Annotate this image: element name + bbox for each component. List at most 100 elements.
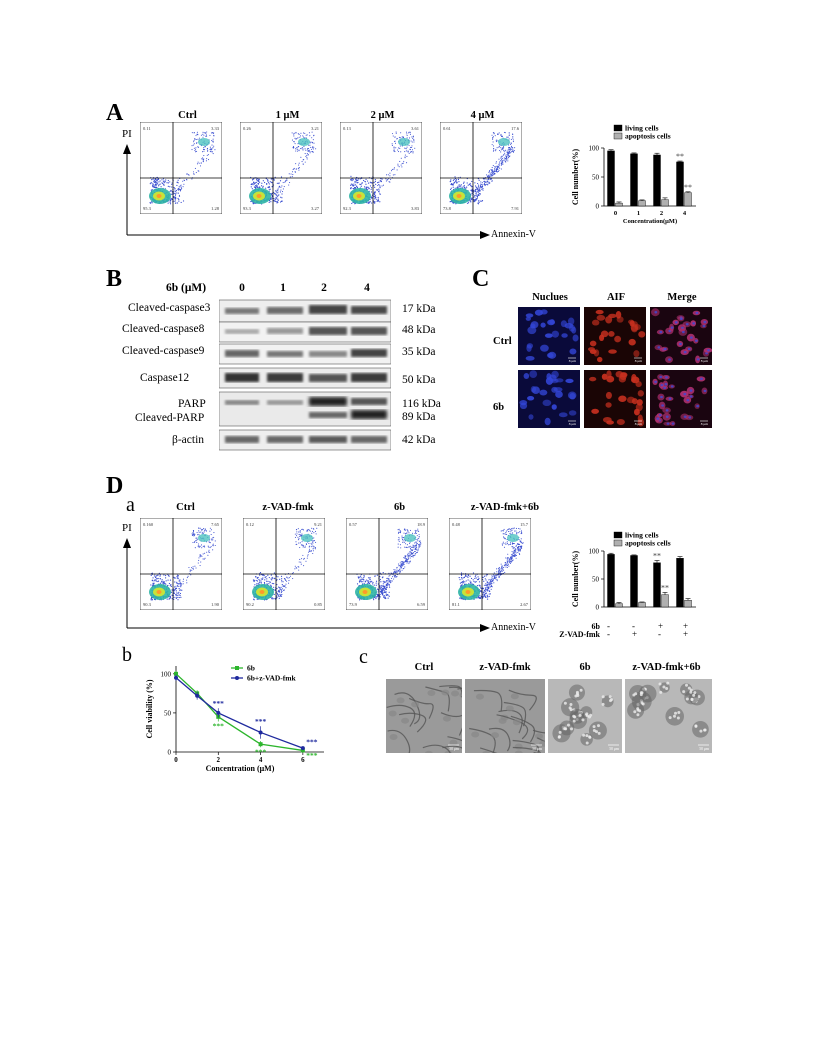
flow-core-peak xyxy=(259,590,265,594)
sub-letter-c: c xyxy=(359,646,368,668)
chart-point xyxy=(195,693,200,698)
wb-weight-35: 35 kDa xyxy=(402,346,436,358)
quadrant-ul: 0.12 xyxy=(246,522,254,527)
sub-letter-b: b xyxy=(122,644,132,666)
if-scale-bar: 8 μm xyxy=(569,359,577,363)
if-scale-bar: 8 μm xyxy=(701,359,709,363)
flow-upper-cluster xyxy=(498,138,510,146)
flow-axes-d xyxy=(123,538,490,632)
if-row-6b: 6b xyxy=(493,402,505,413)
chart-x-tick-label: 2 xyxy=(217,756,221,764)
chart-legend-swatch xyxy=(613,124,623,132)
chart-bar xyxy=(615,202,623,207)
blot-strip-caspase12 xyxy=(219,367,391,389)
chart-y-tick-label: 50 xyxy=(592,576,600,584)
flow-x-axis-label-d: Annexin-V xyxy=(491,622,536,633)
panel-letter-b: B xyxy=(106,266,123,292)
chart-point xyxy=(258,730,263,735)
flow-plot: 0.26 3.21 93.3 3.27 xyxy=(240,122,322,214)
if-cells xyxy=(588,309,646,363)
quadrant-lr: 2.67 xyxy=(520,602,529,607)
chart-point xyxy=(174,675,178,680)
quadrant-ur: 15.7 xyxy=(520,522,529,527)
chart-bar xyxy=(676,161,684,207)
chart-y-tick-label: 100 xyxy=(589,548,600,556)
chart-bar xyxy=(607,554,615,608)
quadrant-ur: 3.21 xyxy=(311,126,319,131)
chart-legend-marker xyxy=(235,676,239,680)
flow-upper-cluster xyxy=(198,534,210,542)
flow-x-axis-label-a: Annexin-V xyxy=(491,229,536,240)
treat-sign: - xyxy=(632,621,635,631)
treat-sign: - xyxy=(607,629,610,639)
flow-core-peak xyxy=(156,194,162,198)
chart-bar xyxy=(684,600,692,608)
if-scale-bar: 8 μm xyxy=(569,422,577,426)
chart-annotation: *** xyxy=(255,747,266,756)
micro-column-1: Ctrl xyxy=(414,662,434,673)
flow-upper-cluster xyxy=(298,138,310,146)
chart-bar xyxy=(630,555,638,608)
chart-bar xyxy=(638,200,646,207)
flow-dots xyxy=(150,527,216,601)
if-scale-bar: 8 μm xyxy=(635,359,643,363)
flow-core-peak xyxy=(362,590,368,594)
quadrant-ll: 93.3 xyxy=(243,206,252,211)
chart-y-label: Cell viability (%) xyxy=(145,679,154,738)
if-image: 8 μm xyxy=(518,370,580,428)
chart-legend-label: living cells xyxy=(625,531,659,540)
wb-protein-cleaved-caspase3: Cleaved-caspase3 xyxy=(128,302,211,314)
chart-annotation: *** xyxy=(255,717,266,726)
quadrant-ul: 0.61 xyxy=(443,126,451,131)
chart-legend-label: apoptosis cells xyxy=(625,132,671,141)
chart-y-tick-label: 50 xyxy=(592,174,600,182)
chart-category-label: 0 xyxy=(614,210,617,217)
chart-legend-label: 6b xyxy=(247,664,255,673)
chart-category-label: 1 xyxy=(637,210,640,217)
micro-image: 50 μm xyxy=(625,679,712,753)
if-column-merge: Merge xyxy=(667,292,697,303)
wb-lane-3: 4 xyxy=(364,282,370,294)
quadrant-lr: 6.59 xyxy=(417,602,426,607)
quadrant-ll: 92.3 xyxy=(343,206,352,211)
flow-title-a-2: 1 μM xyxy=(275,110,300,121)
if-cells xyxy=(651,308,712,364)
quadrant-ul: 0.26 xyxy=(243,126,252,131)
line-chart-viability: Cell viability (%) 0 50 100 0 2 4 6 Concentratio… xyxy=(145,664,324,773)
wb-header-label: 6b (μM) xyxy=(166,282,207,294)
flow-plot: 0.57 18.9 73.9 6.59 xyxy=(346,518,428,610)
wb-weight-50: 50 kDa xyxy=(402,374,436,386)
quadrant-lr: 3.83 xyxy=(411,206,420,211)
flow-core-peak xyxy=(256,194,262,198)
chart-y-label: Cell number(%) xyxy=(571,149,580,206)
chart-annotation: *** xyxy=(306,751,318,760)
flow-title-a-4: 4 μM xyxy=(470,110,495,121)
chart-legend-label: 6b+z-VAD-fmk xyxy=(247,674,297,683)
chart-point xyxy=(174,671,178,676)
chart-legend-marker xyxy=(235,666,239,670)
flow-upper-cluster xyxy=(404,534,416,542)
chart-y-tick-label: 100 xyxy=(589,145,600,153)
flow-title-a-1: Ctrl xyxy=(178,110,197,121)
flow-title-d-4: z-VAD-fmk+6b xyxy=(470,502,540,513)
flow-core-peak xyxy=(156,590,162,594)
quadrant-ll: 90.3 xyxy=(143,602,152,607)
chart-series-line xyxy=(175,677,304,749)
chart-x-label: Concentration(μM) xyxy=(623,218,677,225)
chart-annotation: *** xyxy=(213,699,225,708)
quadrant-ur: 17.6 xyxy=(511,126,520,131)
if-cells xyxy=(525,309,579,361)
flow-upper-cluster xyxy=(398,138,410,146)
if-cells xyxy=(652,374,708,427)
blot-strip-cleaved-caspase3 xyxy=(219,299,391,323)
flow-y-axis-label-a: PI xyxy=(122,128,132,140)
chart-category-label: 4 xyxy=(683,210,687,217)
chart-point xyxy=(216,710,221,715)
blot-strip-parp xyxy=(219,391,391,427)
treat-sign: + xyxy=(632,629,638,639)
wb-lane-2: 2 xyxy=(321,282,327,294)
quadrant-ul: 0.160 xyxy=(143,522,154,527)
chart-x-tick-label: 6 xyxy=(301,756,305,764)
chart-annotation: *** xyxy=(306,738,318,747)
if-image: 8 μm xyxy=(650,307,712,365)
